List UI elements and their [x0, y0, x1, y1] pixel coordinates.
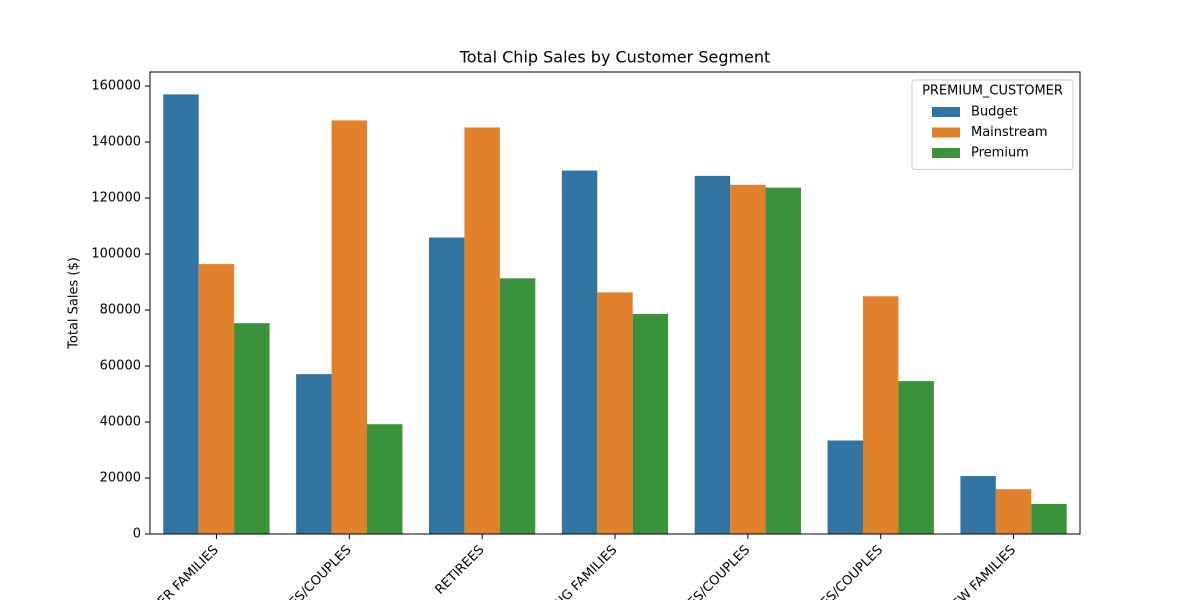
y-tick-label: 160000: [91, 79, 141, 94]
x-tick-label: MIDAGE SINGLES/COUPLES: [751, 543, 886, 600]
bar: [898, 381, 934, 534]
bar: [163, 94, 199, 535]
x-tick-label: OLDER FAMILIES: [136, 543, 222, 600]
x-tick-label: RETIREES: [432, 543, 487, 598]
y-tick-label: 80000: [100, 303, 141, 318]
y-tick-label: 100000: [91, 247, 141, 262]
bar: [765, 187, 801, 534]
y-tick-label: 120000: [91, 191, 141, 206]
legend-swatch: [932, 148, 960, 158]
legend-box: [911, 79, 1074, 170]
legend-swatch: [932, 107, 960, 117]
chart-title: Total Chip Sales by Customer Segment: [459, 48, 771, 67]
y-tick-label: 140000: [91, 135, 141, 150]
bar: [499, 278, 536, 534]
x-tick-label: YOUNG SINGLES/COUPLES: [222, 543, 354, 600]
bar: [234, 323, 270, 534]
legend-swatch: [932, 127, 960, 138]
bar: [464, 127, 500, 534]
x-tick-label: OLDER SINGLES/COUPLES: [623, 543, 753, 600]
y-tick-label: 20000: [100, 471, 141, 486]
legend-label: Premium: [971, 146, 1029, 161]
y-tick-label: 0: [133, 527, 141, 542]
bar: [995, 489, 1032, 534]
y-tick-label: 40000: [100, 415, 141, 430]
x-tick-label: YOUNG FAMILIES: [532, 543, 620, 600]
bar: [198, 264, 235, 534]
legend-label: Mainstream: [971, 125, 1048, 140]
legend-title: PREMIUM_CUSTOMER: [922, 84, 1063, 99]
bar: [331, 120, 367, 534]
legend-label: Budget: [971, 105, 1018, 120]
bar: [296, 374, 332, 534]
bar: [863, 296, 899, 534]
bar: [597, 292, 633, 534]
y-tick-label: 60000: [100, 359, 141, 374]
bar: [632, 313, 669, 534]
bar: [1031, 504, 1067, 534]
bar: [730, 184, 766, 534]
bar: [694, 175, 731, 534]
bar: [960, 476, 996, 534]
bar: [561, 170, 598, 534]
y-axis-label: Total Sales ($): [67, 257, 82, 350]
bar: [429, 237, 465, 535]
bar: [367, 424, 403, 534]
x-tick-label: NEW FAMILIES: [943, 543, 1019, 600]
plot-frame: [149, 71, 1081, 535]
bar: [827, 440, 863, 534]
